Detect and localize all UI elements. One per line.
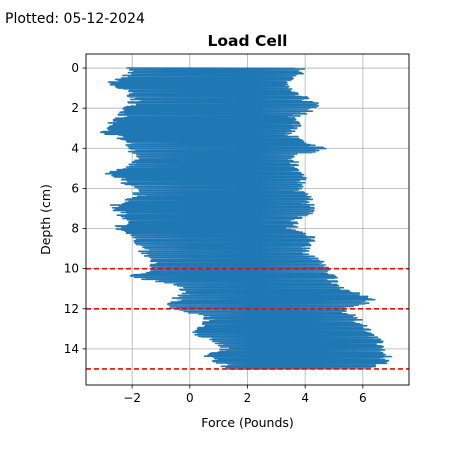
x-tick-label: 2 [244, 391, 252, 405]
force-depth-trace [99, 67, 393, 370]
y-tick-label: 10 [64, 262, 79, 276]
x-tick-label: 6 [359, 391, 367, 405]
y-tick-label: 0 [71, 61, 79, 75]
y-tick-label: 2 [71, 101, 79, 115]
plotted-date-stamp: Plotted: 05-12-2024 [5, 11, 145, 27]
x-axis-label: Force (Pounds) [201, 415, 294, 430]
y-tick-label: 8 [71, 222, 79, 236]
y-tick-label: 6 [71, 181, 79, 195]
y-axis-label: Depth (cm) [38, 184, 53, 255]
tick-marks [82, 67, 364, 389]
x-tick-label: 0 [186, 391, 194, 405]
x-tick-labels: −2 0 2 4 6 [123, 391, 366, 405]
reference-lines [86, 267, 409, 370]
chart-title: Load Cell [208, 32, 288, 50]
y-tick-label: 12 [64, 302, 79, 316]
y-tick-label: 4 [71, 141, 79, 155]
x-tick-label: 4 [301, 391, 309, 405]
data-trace [99, 67, 393, 370]
y-tick-label: 14 [64, 342, 79, 356]
x-tick-label: −2 [123, 391, 141, 405]
y-tick-labels: 0 2 4 6 8 10 12 14 [64, 61, 79, 356]
